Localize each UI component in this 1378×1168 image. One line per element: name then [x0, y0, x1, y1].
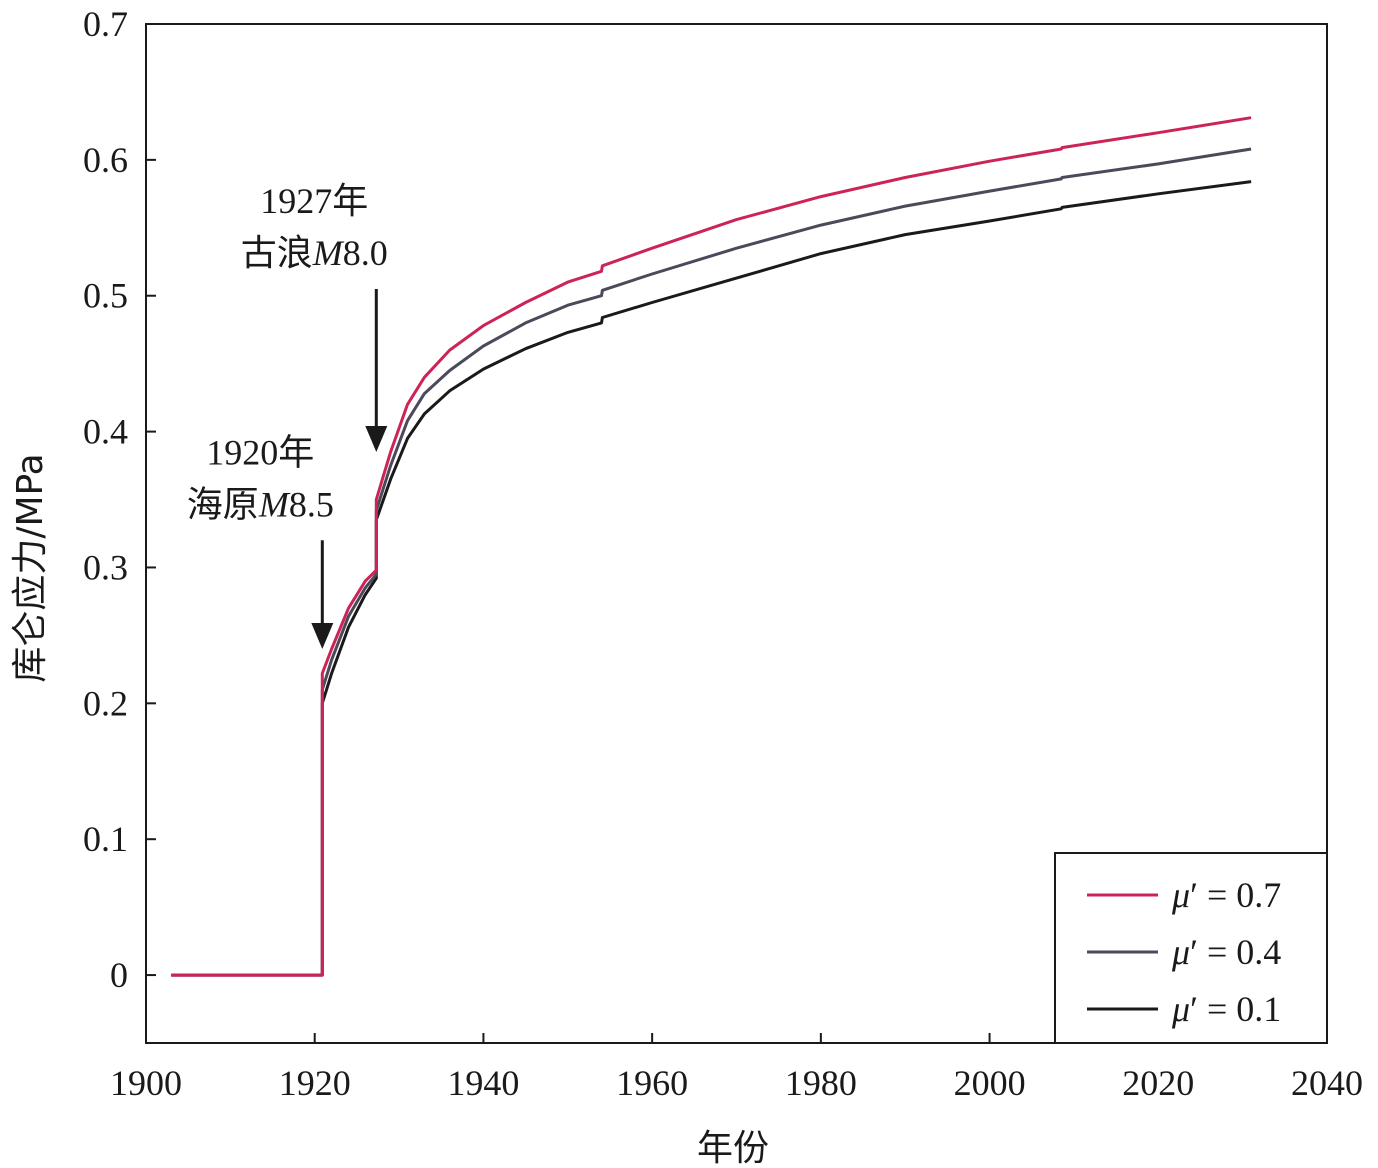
- legend-value: = 0.4: [1198, 932, 1281, 972]
- series-layer: [171, 116, 1252, 977]
- legend-value: = 0.1: [1198, 989, 1281, 1029]
- annotation-quake-gulang: 古浪M8.0: [241, 233, 388, 273]
- y-tick-label: 0.4: [83, 412, 128, 452]
- x-tick-label: 1980: [785, 1063, 857, 1103]
- legend-prime: ′: [1190, 932, 1198, 972]
- plot-frame: [145, 23, 1328, 1044]
- legend-prime: ′: [1190, 989, 1198, 1029]
- annotation-magnitude-value: 8.5: [289, 484, 334, 524]
- x-axis-title: 年份: [697, 1128, 769, 1168]
- legend-mu: μ: [1171, 875, 1190, 915]
- x-tick-label: 1920: [279, 1063, 351, 1103]
- annotation-magnitude-symbol: M: [312, 233, 345, 273]
- x-axis: 1900 1920 1940 1960 1980 2000 2020 2040: [110, 1033, 1363, 1103]
- annotation-magnitude-symbol: M: [258, 484, 291, 524]
- annotation-place: 海原: [187, 484, 259, 524]
- y-tick-label: 0.5: [83, 276, 128, 316]
- y-tick-label: 0.7: [83, 4, 128, 44]
- x-tick-label: 2000: [954, 1063, 1026, 1103]
- legend-mu: μ: [1171, 932, 1190, 972]
- annotation-magnitude-value: 8.0: [343, 233, 388, 273]
- series-line-2: [171, 180, 1252, 977]
- y-tick-label: 0.3: [83, 547, 128, 587]
- y-tick-label: 0.2: [83, 683, 128, 723]
- annotation-year-gulang: 1927年: [260, 181, 368, 221]
- legend-mu: μ: [1171, 989, 1190, 1029]
- y-tick-label: 0: [110, 955, 128, 995]
- x-tick-label: 2040: [1291, 1063, 1363, 1103]
- legend-label-0: μ′ = 0.7: [1171, 875, 1281, 915]
- y-tick-label: 0.1: [83, 819, 128, 859]
- series-line-0: [171, 116, 1252, 977]
- legend-prime: ′: [1190, 875, 1198, 915]
- x-tick-label: 2020: [1122, 1063, 1194, 1103]
- legend-box: [1054, 852, 1328, 1044]
- legend: μ′ = 0.7μ′ = 0.4μ′ = 0.1: [1054, 852, 1328, 1044]
- series-line-1: [171, 147, 1252, 977]
- y-tick-label: 0.6: [83, 140, 128, 180]
- annotation-place: 古浪: [241, 233, 313, 273]
- legend-label-1: μ′ = 0.4: [1171, 932, 1281, 972]
- x-tick-label: 1940: [447, 1063, 519, 1103]
- x-tick-label: 1900: [110, 1063, 182, 1103]
- y-axis: 0 0.1 0.2 0.3 0.4 0.5 0.6 0.7: [83, 4, 156, 995]
- x-tick-label: 1960: [616, 1063, 688, 1103]
- y-axis-title: 库仑应力/MPa: [10, 453, 51, 682]
- legend-value: = 0.7: [1198, 875, 1281, 915]
- annotation-arrowhead-haiyuan: [311, 622, 334, 649]
- annotation-year-haiyuan: 1920年: [206, 432, 314, 472]
- annotation-arrowhead-gulang: [365, 425, 388, 452]
- legend-label-2: μ′ = 0.1: [1171, 989, 1281, 1029]
- annotation-quake-haiyuan: 海原M8.5: [187, 484, 334, 524]
